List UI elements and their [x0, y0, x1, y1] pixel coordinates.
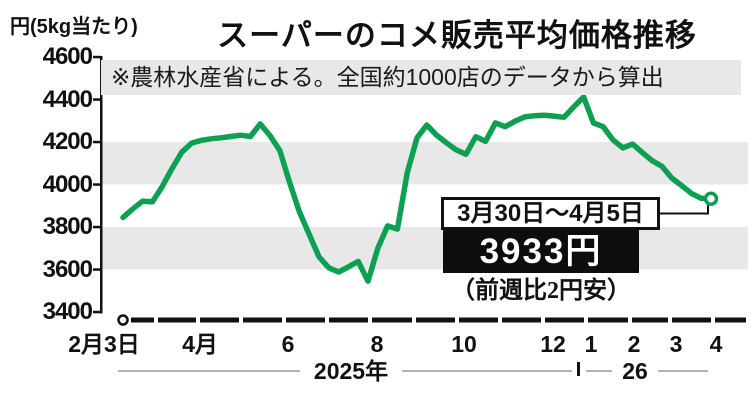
- x-axis-dash: [545, 317, 584, 323]
- y-axis-tick-label: 4400: [42, 85, 93, 113]
- x-axis-dash: [416, 317, 455, 323]
- y-axis-tick-label: 3400: [42, 298, 93, 325]
- y-axis-tick-label: 3600: [42, 255, 93, 283]
- x-axis-dash: [158, 317, 196, 323]
- price-line: [120, 94, 714, 284]
- year-span-line: [586, 370, 612, 372]
- x-axis-dash: [715, 317, 746, 323]
- x-axis-tick-label: 8: [370, 331, 384, 357]
- x-axis-tick-label: 1: [584, 331, 598, 357]
- y-axis-tick: [93, 55, 101, 59]
- year-label-26: 26: [622, 358, 648, 384]
- y-axis-tick: [93, 98, 101, 101]
- y-axis-tick: [93, 140, 101, 144]
- y-axis-tick-label: 3800: [42, 213, 93, 240]
- axis-start-marker: [117, 314, 129, 326]
- y-axis-unit-label: 円(5kg当たり): [10, 16, 138, 38]
- callout-connector: [660, 204, 709, 215]
- x-axis-tick-label: 12: [540, 331, 566, 357]
- x-axis-tick-label: 3: [669, 331, 683, 357]
- year-span-line: [402, 370, 572, 372]
- y-axis-tick: [93, 225, 101, 229]
- x-axis-tick-label: 6: [281, 331, 295, 357]
- year-boundary-tick: [577, 362, 580, 376]
- grid-band: [101, 227, 748, 270]
- y-axis-line: [100, 56, 103, 314]
- x-axis-dash: [329, 317, 368, 323]
- x-axis-dash: [286, 317, 325, 323]
- year-span-line: [118, 370, 300, 372]
- last-point-marker: [703, 191, 719, 206]
- x-axis-dash: [200, 317, 239, 323]
- y-axis-tick: [93, 268, 101, 271]
- x-axis-dash: [672, 317, 711, 323]
- source-note: ※農林水産省による。全国約1000店のデータから算出: [101, 60, 741, 95]
- x-axis-dash: [372, 317, 412, 323]
- y-axis-tick-label: 4600: [42, 43, 93, 70]
- callout-price-box: 3933円: [443, 230, 639, 273]
- y-axis-tick-label: 4200: [42, 128, 93, 155]
- x-axis-dash: [131, 317, 154, 323]
- x-axis-dash: [243, 317, 282, 323]
- year-span-line: [658, 370, 708, 372]
- chart-title: スーパーのコメ販売平均価格推移: [217, 18, 697, 53]
- y-axis-tick-label: 4000: [42, 170, 93, 198]
- x-axis-tick-label: 4: [709, 331, 723, 357]
- x-axis-dash: [502, 317, 541, 323]
- callout-change-label: （前週比2円安）: [451, 278, 631, 304]
- year-label-2025: 2025年: [313, 358, 389, 384]
- x-axis-tick-label: 10: [451, 331, 477, 357]
- x-axis-tick-label: 2: [627, 331, 641, 357]
- y-axis-tick: [93, 310, 101, 314]
- x-axis-dash: [459, 317, 498, 323]
- x-axis-tick-label: 4月: [182, 331, 218, 357]
- grid-band: [101, 142, 748, 185]
- x-axis-tick-label: 2月3日: [68, 331, 140, 357]
- x-axis-dash: [632, 317, 668, 323]
- y-axis-tick: [93, 183, 101, 186]
- x-axis-dash: [588, 317, 628, 323]
- callout-period-box: 3月30日～4月5日: [441, 197, 660, 230]
